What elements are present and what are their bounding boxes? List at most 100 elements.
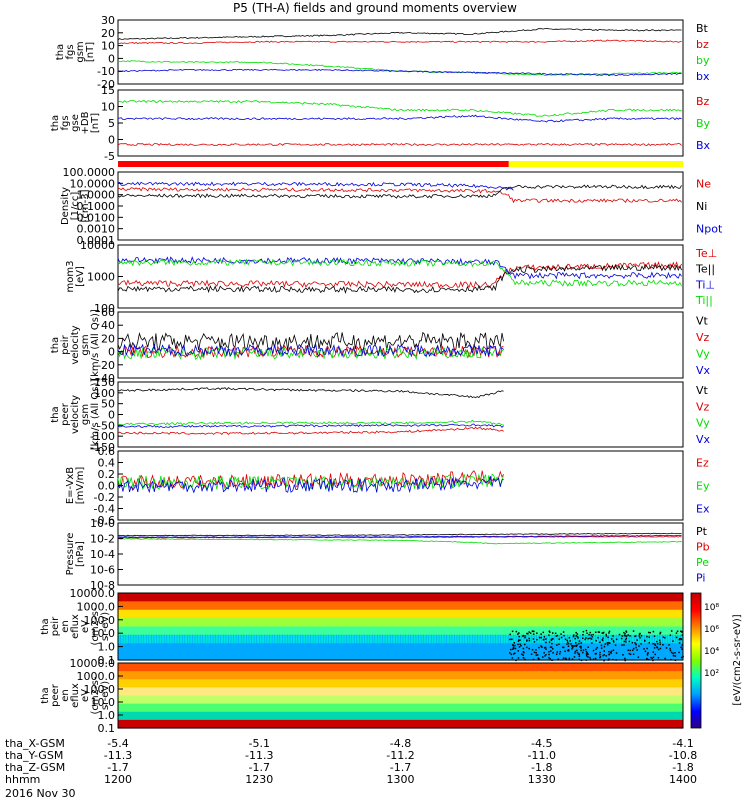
spectrogram-dot [664, 658, 666, 660]
spectrogram-dot [556, 635, 558, 637]
legend-Pb: Pb [696, 540, 710, 553]
spectrogram-dot [544, 655, 546, 657]
colorbar-tick-label: 10⁸ [704, 603, 719, 613]
spectrogram-dot [613, 640, 615, 642]
spectrogram-dot [587, 646, 589, 648]
spectrogram-dot [681, 648, 683, 650]
spectrogram-dot [638, 645, 640, 647]
spectrogram-dot [583, 631, 585, 633]
panel-frame [118, 312, 683, 378]
spectrogram-dot [676, 632, 678, 634]
panel-frame [118, 172, 683, 240]
spectrogram-dot [673, 655, 675, 657]
panel-fgs: 3020100-10-20tha fgs gsm [nT]Btbzbybx [55, 14, 710, 91]
spectrogram-dot [599, 652, 601, 654]
panel-ion_spectrogram: 10000.01000.0100.010.01.00.1tha peir en efl… [40, 587, 684, 667]
spectrogram-dot [587, 656, 589, 658]
spectrogram-dot [575, 642, 577, 644]
spectrogram-dot [580, 650, 582, 652]
legend-Te: Te|| [695, 263, 715, 276]
panel-fgs_dsl: 15 10 5 0 -5 tha fgs gse +DB [nT] Bz By Bx [50, 84, 711, 163]
spectrogram-dot [574, 652, 576, 654]
spectrogram-dot [512, 631, 514, 633]
spectrogram-dot [519, 646, 521, 648]
spectrogram-dot [565, 639, 567, 641]
ytick-label: 20 [101, 27, 115, 40]
series-Bx-line [118, 115, 682, 122]
spectrogram-dot [588, 634, 590, 636]
spectrogram-dot [534, 641, 536, 643]
spectrogram-dot [518, 636, 520, 638]
spectrogram-dot [568, 650, 570, 652]
spectrogram-dot [595, 653, 597, 655]
spectrogram-dot [658, 649, 660, 651]
series-Bt-line [118, 29, 682, 40]
spectrogram-dot [653, 651, 655, 653]
spectrogram-dot [583, 649, 585, 651]
legend-Te: Te⊥ [695, 247, 717, 260]
spectrogram-dot [569, 637, 571, 639]
ytick-label: 15 [101, 84, 115, 97]
spectrogram-dot [655, 645, 657, 647]
ytick-label: 0.1 [98, 722, 116, 735]
spectrogram-dot [510, 649, 512, 651]
spectrogram-dot [543, 632, 545, 634]
spectrogram-dot [535, 649, 537, 651]
spectrogram-band [118, 704, 683, 713]
spectrogram-dot [558, 643, 560, 645]
spectrogram-dot [511, 654, 513, 656]
spectrogram-dot [582, 634, 584, 636]
series-Vy-line [118, 420, 504, 425]
ytick-label: 5 [108, 117, 115, 130]
spectrogram-dot [511, 639, 513, 641]
spectrogram-dot [680, 647, 682, 649]
spectrogram-dot [621, 644, 623, 646]
spectrogram-dot [619, 634, 621, 636]
legend-Vx: Vx [696, 364, 711, 377]
spectrogram-dot [534, 652, 536, 654]
spectrogram-dot [633, 653, 635, 655]
spectrogram-dot [606, 655, 608, 657]
spectrogram-dot [609, 631, 611, 633]
spectrogram-dot [645, 651, 647, 653]
series-Vt-line [118, 388, 504, 398]
ylabel-line: sr-eV) [100, 681, 111, 710]
spectrogram-dot [646, 658, 648, 660]
ylabel-line: [nT] [85, 42, 96, 62]
spectrogram-dot [650, 632, 652, 634]
spectrogram-dot [528, 648, 530, 650]
spectrogram-dot [580, 642, 582, 644]
spectrogram-dot [562, 647, 564, 649]
spectrogram-dot [557, 651, 559, 653]
spectrogram-dot [602, 632, 604, 634]
spectrogram-dot [632, 642, 634, 644]
spectrogram-band [118, 671, 683, 680]
spectrogram-dot [532, 649, 534, 651]
legend-Vz: Vz [696, 331, 710, 344]
spectrogram-dot [520, 645, 522, 647]
ytick-label: -10 [97, 65, 115, 78]
spectrogram-dot [659, 644, 661, 646]
spectrogram-dot [629, 650, 631, 652]
spectrogram-dot [629, 641, 631, 643]
spectrogram-dot [608, 651, 610, 653]
spectrogram-dot [545, 647, 547, 649]
spectrogram-dot [519, 639, 521, 641]
legend-Bz: Bz [696, 95, 710, 108]
panel-density: 100.000010.00001.00000.10000.01000.00100… [60, 166, 723, 247]
spectrogram-dot [647, 652, 649, 654]
ytick-label: 1000 [87, 271, 115, 284]
legend-Vt: Vt [696, 314, 709, 327]
spectrogram-dot [517, 644, 519, 646]
legend-bx: bx [696, 70, 710, 83]
spectrogram-dot [604, 646, 606, 648]
spectrogram-dot [533, 633, 535, 635]
legend-Npot: Npot [696, 223, 723, 236]
xaxis-tick-label: 1400 [669, 773, 697, 786]
spectrogram-dot [548, 651, 550, 653]
ytick-label: 10 [101, 40, 115, 53]
spectrogram-dot [663, 636, 665, 638]
spectrogram-dot [608, 632, 610, 634]
legend-Pe: Pe [696, 556, 709, 569]
spectrogram-dot [523, 652, 525, 654]
